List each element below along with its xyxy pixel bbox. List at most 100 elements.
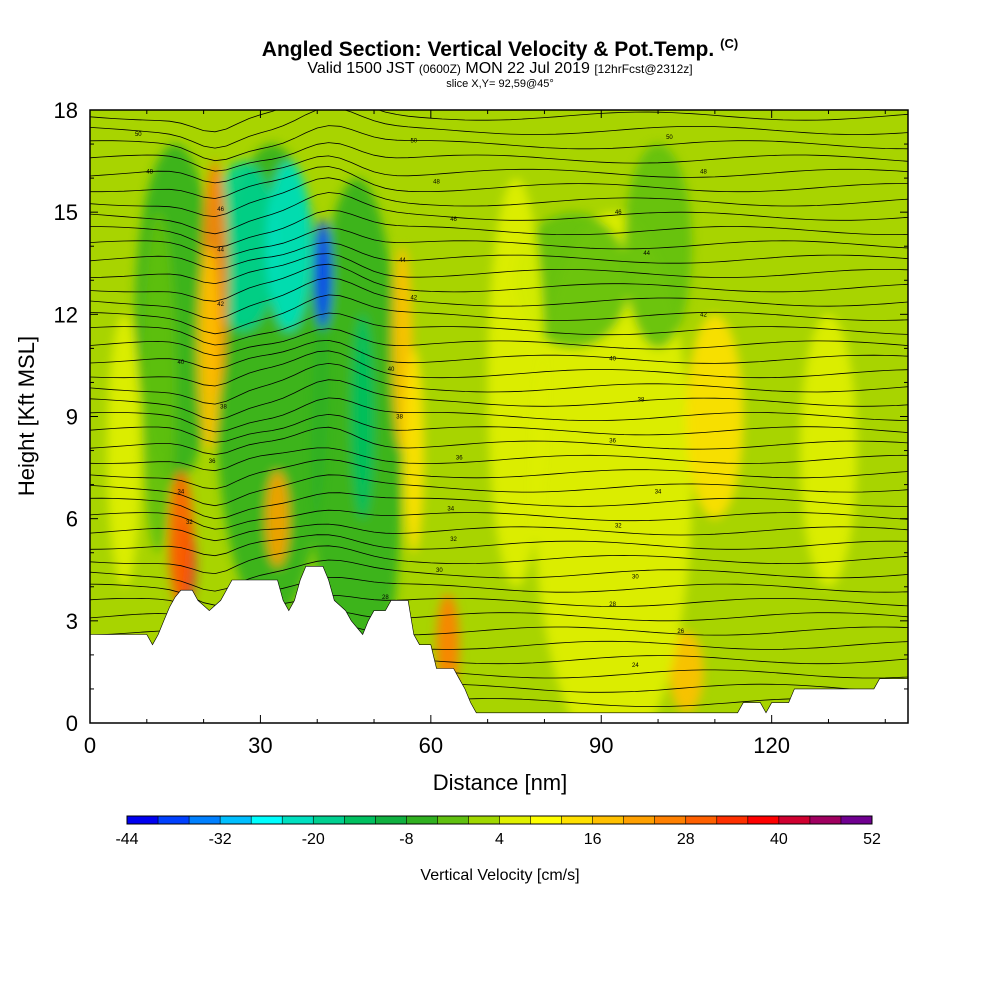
theta-contour-line xyxy=(90,312,908,346)
theta-contour-label: 48 xyxy=(146,169,153,175)
colorbar-swatch xyxy=(220,816,252,824)
theta-contour-label: 38 xyxy=(220,404,227,410)
colorbar-tick-label: 28 xyxy=(677,831,695,848)
theta-contour-line xyxy=(90,253,908,285)
y-tick-label: 0 xyxy=(66,711,78,736)
theta-contour-label: 36 xyxy=(456,455,463,461)
theta-contour-label: 28 xyxy=(609,602,616,608)
theta-contour-label: 32 xyxy=(450,537,457,543)
valid-date: MON 22 Jul 2019 xyxy=(465,60,590,77)
theta-contour-label: 40 xyxy=(178,360,185,366)
theta-contour-line xyxy=(90,492,908,520)
theta-contour-label: 46 xyxy=(615,210,622,216)
colorbar-label: Vertical Velocity [cm/s] xyxy=(420,867,579,884)
colorbar-tick-label: -8 xyxy=(399,831,413,848)
velocity-blob xyxy=(686,314,744,519)
colorbar-swatch xyxy=(251,816,283,824)
theta-contour-label: 28 xyxy=(382,595,389,601)
theta-contour-label: 44 xyxy=(217,248,224,254)
theta-contour-line xyxy=(90,155,908,184)
theta-contour-label: 34 xyxy=(655,489,662,495)
velocity-blob xyxy=(266,161,312,332)
colorbar-swatch xyxy=(189,816,221,824)
colorbar-tick-label: -32 xyxy=(209,831,232,848)
colorbar-swatch xyxy=(499,816,532,824)
theta-contour-label: 44 xyxy=(643,251,650,257)
y-tick-label: 9 xyxy=(66,405,78,430)
theta-contour-label: 50 xyxy=(410,139,417,145)
theta-contour-line xyxy=(90,142,908,172)
theta-contour-label: 46 xyxy=(450,217,457,223)
theta-contour-line xyxy=(90,328,908,357)
valid-time-line: Valid 1500 JST (0600Z) MON 22 Jul 2019 [… xyxy=(0,60,1000,78)
colorbar-swatch xyxy=(685,816,718,824)
theta-contour-line xyxy=(90,559,908,592)
theta-contour-line xyxy=(90,125,908,162)
theta-contour-line xyxy=(90,166,908,199)
theta-contour-line xyxy=(90,177,908,218)
colorbar-tick-label: -20 xyxy=(302,831,325,848)
theta-contour-line xyxy=(90,209,908,248)
theta-contour-label: 44 xyxy=(399,258,406,264)
theta-contour-line xyxy=(90,294,908,335)
theta-contour-label: 42 xyxy=(410,295,417,301)
colorbar-swatch xyxy=(437,816,469,824)
velocity-blob xyxy=(197,246,221,451)
theta-contours xyxy=(90,110,908,715)
theta-contour-label: 36 xyxy=(209,459,216,465)
copyright-mark: (C) xyxy=(720,36,739,51)
velocity-blob xyxy=(403,348,425,553)
theta-contour-label: 38 xyxy=(396,415,403,421)
x-tick-label: 60 xyxy=(419,733,443,758)
theta-contour-line xyxy=(90,447,908,472)
theta-contour-line xyxy=(90,241,908,270)
theta-contour-label: 32 xyxy=(186,520,193,526)
colorbar-swatch xyxy=(406,816,438,824)
velocity-blob xyxy=(516,212,630,349)
colorbar: -44 -32 -20 -8 4 16 28 40 52 xyxy=(115,815,881,848)
valid-prefix: Valid 1500 JST xyxy=(307,60,415,77)
velocity-blob xyxy=(351,314,375,519)
colorbar-swatch xyxy=(840,816,873,824)
colorbar-swatch xyxy=(127,816,159,824)
x-tick-label: 90 xyxy=(589,733,613,758)
theta-contour-label: 34 xyxy=(447,506,454,512)
colorbar-tick-label: 40 xyxy=(770,831,788,848)
theta-contour-label: 50 xyxy=(135,132,142,138)
theta-contour-label: 42 xyxy=(700,312,707,318)
theta-contour-label: 32 xyxy=(615,523,622,529)
theta-contour-line xyxy=(90,362,908,405)
colorbar-swatch xyxy=(747,816,780,824)
theta-contour-line xyxy=(90,227,908,259)
colorbar-swatch xyxy=(592,816,625,824)
theta-contour-label: 26 xyxy=(677,629,684,635)
theta-contour-label: 36 xyxy=(609,438,616,444)
theta-contour-label: 48 xyxy=(433,180,440,186)
terrain-profile xyxy=(90,566,908,723)
theta-contour-line xyxy=(90,397,908,433)
velocity-blob xyxy=(800,314,857,587)
theta-contour-line xyxy=(90,263,908,302)
theta-contour-line xyxy=(90,350,908,387)
theta-contour-line xyxy=(90,110,908,133)
velocity-blob xyxy=(266,470,289,567)
theta-contour-label: 42 xyxy=(217,302,224,308)
colorbar-swatch xyxy=(716,816,749,824)
colorbar-swatch xyxy=(158,816,190,824)
y-tick-label: 6 xyxy=(66,507,78,532)
colorbar-swatch xyxy=(313,816,345,824)
theta-contour-line xyxy=(90,192,908,235)
velocity-blob xyxy=(168,470,194,608)
colorbar-swatch xyxy=(778,816,811,824)
theta-contour-label: 48 xyxy=(700,169,707,175)
colorbar-swatch xyxy=(468,816,500,824)
x-axis-label: Distance [nm] xyxy=(433,770,568,795)
theta-contour-label: 40 xyxy=(388,367,395,373)
theta-contour-line xyxy=(90,110,908,149)
field-blobs xyxy=(107,144,857,723)
velocity-blob xyxy=(487,178,545,587)
y-tick-label: 15 xyxy=(54,200,78,225)
colorbar-swatch xyxy=(561,816,594,824)
